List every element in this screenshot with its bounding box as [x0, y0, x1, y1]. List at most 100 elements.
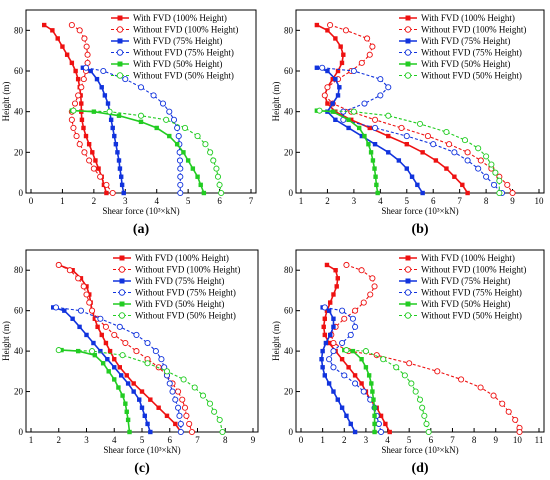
data-point — [80, 76, 87, 83]
data-point — [337, 85, 342, 90]
data-point — [325, 68, 330, 74]
y-tick-label: 20 — [14, 387, 24, 397]
legend-item: Without FVD (50% Height) — [399, 71, 522, 81]
data-point — [84, 332, 89, 338]
series-line — [322, 67, 503, 194]
legend-item: With FVD (50% Height) — [111, 59, 222, 69]
data-point — [177, 428, 184, 436]
legend-marker — [404, 312, 412, 319]
y-tick-label: 0 — [19, 427, 24, 437]
data-point — [371, 283, 378, 290]
data-point — [341, 372, 348, 379]
data-point — [100, 361, 106, 366]
data-point — [148, 397, 153, 402]
series-line — [58, 264, 182, 433]
data-point — [398, 124, 405, 131]
x-tick-label: 10 — [513, 435, 523, 445]
panel-label: (b) — [411, 222, 428, 237]
data-point — [152, 348, 159, 355]
data-point — [369, 275, 376, 282]
data-point — [112, 357, 117, 362]
legend-item: With FVD (75% Height) — [111, 36, 222, 46]
data-point — [369, 381, 374, 386]
panel-label: (d) — [411, 461, 428, 476]
data-point — [380, 356, 387, 363]
legend-label: Without FVD (75% Height) — [133, 48, 234, 58]
data-point — [325, 101, 330, 106]
legend-marker — [405, 301, 411, 307]
data-point — [80, 283, 87, 290]
data-point — [359, 357, 364, 362]
data-point — [349, 117, 354, 122]
data-point — [367, 291, 374, 298]
data-point — [60, 44, 65, 49]
x-tick-label: 9 — [251, 435, 256, 445]
series-line — [61, 349, 131, 433]
legend-item: With FVD (50% Height) — [113, 299, 224, 309]
data-point — [367, 125, 372, 131]
data-point — [330, 109, 335, 114]
legend-label: Without FVD (50% Height) — [421, 71, 522, 81]
data-point — [55, 36, 60, 41]
data-point — [176, 412, 183, 419]
x-tick-label: 7 — [249, 196, 254, 206]
data-point — [150, 92, 157, 99]
data-point — [84, 59, 91, 66]
x-tick-label: 2 — [325, 196, 330, 206]
legend-label: With FVD (75% Height) — [135, 276, 224, 286]
data-point — [68, 116, 75, 123]
x-tick-label: 8 — [484, 196, 489, 206]
data-point — [451, 149, 458, 156]
data-point — [177, 165, 184, 172]
data-point — [211, 408, 218, 415]
legend: With FVD (100% Height) Without FVD (100% … — [111, 13, 238, 81]
data-point — [358, 59, 365, 66]
data-point — [373, 352, 380, 359]
data-point — [139, 405, 145, 410]
data-point — [371, 397, 376, 402]
data-point — [115, 150, 120, 155]
data-point — [202, 141, 209, 148]
data-point — [320, 348, 325, 354]
data-point — [96, 166, 101, 171]
data-point — [102, 93, 108, 98]
legend-item: With FVD (100% Height) — [399, 13, 515, 23]
data-point — [404, 166, 409, 171]
data-point — [161, 364, 168, 371]
data-point — [216, 181, 223, 188]
series-5 — [314, 108, 380, 196]
legend-label: With FVD (75% Height) — [133, 36, 222, 46]
data-point — [333, 76, 338, 82]
legend-label: Without FVD (50% Height) — [421, 311, 522, 321]
legend-item: With FVD (100% Height) — [113, 253, 229, 263]
data-point — [75, 76, 81, 82]
x-tick-label: 3 — [84, 435, 89, 445]
x-tick-label: 6 — [429, 435, 434, 445]
x-tick-label: 4 — [112, 435, 117, 445]
y-axis-label: Height (m) — [271, 82, 281, 122]
data-point — [199, 392, 207, 399]
legend-marker — [118, 312, 126, 319]
legend: With FVD (100% Height) Without FVD (100% … — [399, 253, 526, 321]
legend-marker — [404, 289, 412, 296]
data-point — [408, 380, 415, 387]
x-tick-label: 8 — [472, 435, 477, 445]
x-axis-label: Shear force (10³×kN) — [381, 206, 458, 216]
data-point — [137, 112, 145, 119]
data-point — [504, 181, 511, 188]
data-point — [420, 150, 425, 155]
data-point — [164, 413, 170, 419]
data-point — [341, 52, 346, 57]
data-point — [361, 100, 368, 107]
data-point — [194, 133, 201, 140]
data-point — [346, 365, 351, 370]
data-point — [366, 51, 373, 58]
x-tick-label: 5 — [407, 435, 412, 445]
x-axis-label: Shear force (10³×kN) — [381, 445, 458, 455]
data-point — [406, 360, 413, 367]
data-point — [335, 276, 340, 281]
data-point — [412, 388, 419, 395]
data-point — [372, 421, 377, 427]
data-point — [326, 356, 333, 363]
data-point — [50, 28, 55, 33]
